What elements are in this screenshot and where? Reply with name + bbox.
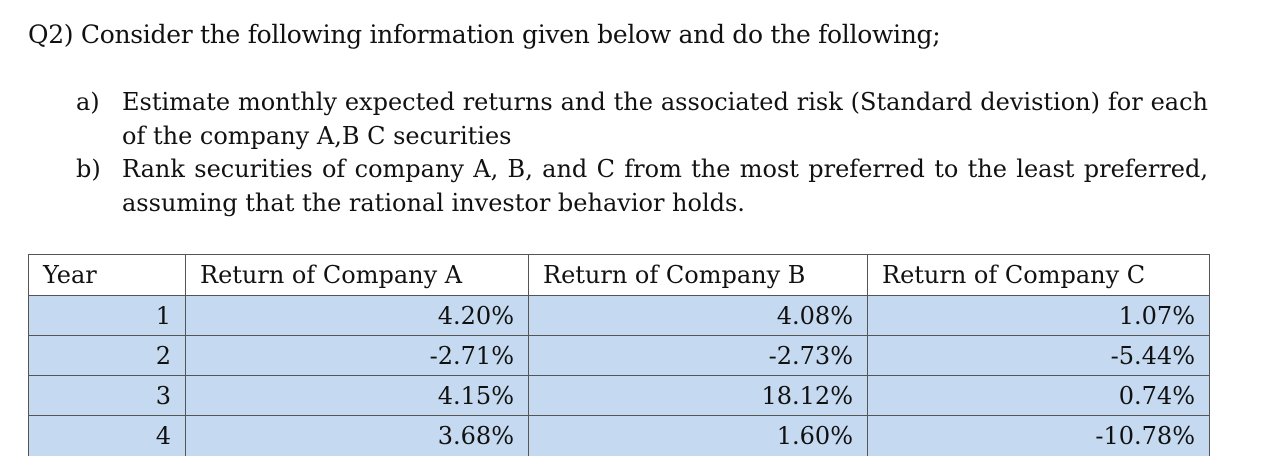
cell-return-b: 4.08% bbox=[528, 295, 868, 336]
table-header-row: Year Return of Company A Return of Compa… bbox=[28, 254, 1210, 296]
table-row: 1 4.20% 4.08% 1.07% bbox=[28, 295, 1210, 336]
task-marker-b: b) bbox=[76, 155, 101, 183]
header-year: Year bbox=[28, 254, 186, 296]
returns-table-container: Year Return of Company A Return of Compa… bbox=[28, 254, 1210, 456]
table-row: 4 3.68% 1.60% -10.78% bbox=[28, 415, 1210, 456]
question-title: Q2) Consider the following information g… bbox=[28, 20, 941, 49]
cell-return-b: 1.60% bbox=[528, 415, 868, 456]
task-text-b: Rank securities of company A, B, and C f… bbox=[122, 155, 1208, 217]
cell-return-a: 4.15% bbox=[185, 375, 529, 416]
cell-return-c: 1.07% bbox=[867, 295, 1210, 336]
cell-year: 3 bbox=[28, 375, 186, 416]
table-row: 2 -2.71% -2.73% -5.44% bbox=[28, 335, 1210, 376]
cell-return-c: 0.74% bbox=[867, 375, 1210, 416]
header-company-c: Return of Company C bbox=[867, 254, 1210, 296]
cell-return-a: 3.68% bbox=[185, 415, 529, 456]
task-marker-a: a) bbox=[76, 88, 100, 116]
cell-year: 2 bbox=[28, 335, 186, 376]
task-list: a) Estimate monthly expected returns and… bbox=[76, 86, 1208, 220]
cell-year: 1 bbox=[28, 295, 186, 336]
header-company-b: Return of Company B bbox=[528, 254, 868, 296]
table-row: 3 4.15% 18.12% 0.74% bbox=[28, 375, 1210, 416]
cell-return-c: -10.78% bbox=[867, 415, 1210, 456]
task-item-b: b) Rank securities of company A, B, and … bbox=[76, 153, 1208, 220]
returns-table: Year Return of Company A Return of Compa… bbox=[28, 254, 1210, 456]
header-company-a: Return of Company A bbox=[185, 254, 529, 296]
cell-return-b: -2.73% bbox=[528, 335, 868, 376]
cell-return-b: 18.12% bbox=[528, 375, 868, 416]
cell-year: 4 bbox=[28, 415, 186, 456]
task-item-a: a) Estimate monthly expected returns and… bbox=[76, 86, 1208, 153]
cell-return-c: -5.44% bbox=[867, 335, 1210, 376]
task-text-a: Estimate monthly expected returns and th… bbox=[122, 88, 1208, 150]
cell-return-a: -2.71% bbox=[185, 335, 529, 376]
cell-return-a: 4.20% bbox=[185, 295, 529, 336]
